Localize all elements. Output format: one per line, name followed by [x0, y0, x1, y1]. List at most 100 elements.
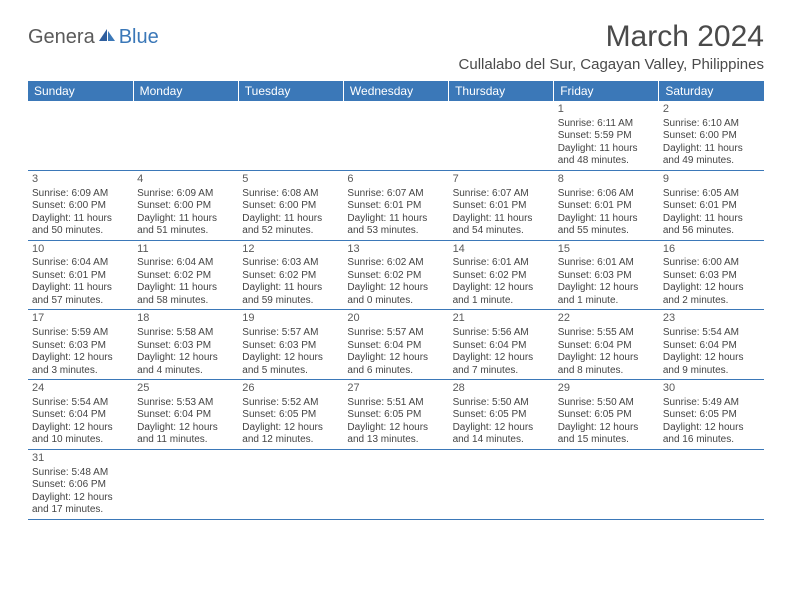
col-monday: Monday: [133, 81, 238, 101]
calendar-table: Sunday Monday Tuesday Wednesday Thursday…: [28, 81, 764, 520]
daylight-text: Daylight: 12 hours and 14 minutes.: [453, 422, 550, 447]
calendar-cell: 12Sunrise: 6:03 AMSunset: 6:02 PMDayligh…: [238, 240, 343, 310]
col-wednesday: Wednesday: [343, 81, 448, 101]
month-title: March 2024: [459, 20, 764, 54]
daylight-text: Daylight: 11 hours and 48 minutes.: [558, 143, 655, 168]
calendar-row: 3Sunrise: 6:09 AMSunset: 6:00 PMDaylight…: [28, 170, 764, 240]
daylight-text: Daylight: 11 hours and 55 minutes.: [558, 213, 655, 238]
calendar-row: 17Sunrise: 5:59 AMSunset: 6:03 PMDayligh…: [28, 310, 764, 380]
sunset-text: Sunset: 6:05 PM: [242, 409, 339, 422]
calendar-cell: [659, 449, 764, 519]
calendar-cell: 28Sunrise: 5:50 AMSunset: 6:05 PMDayligh…: [449, 380, 554, 450]
day-number: 13: [347, 243, 444, 257]
sunrise-text: Sunrise: 6:04 AM: [137, 257, 234, 270]
header: Genera Blue March 2024 Cullalabo del Sur…: [28, 20, 764, 73]
day-number: 23: [663, 312, 760, 326]
day-number: 1: [558, 103, 655, 117]
sunset-text: Sunset: 6:00 PM: [242, 200, 339, 213]
day-number: 28: [453, 382, 550, 396]
day-number: 30: [663, 382, 760, 396]
sunset-text: Sunset: 6:01 PM: [347, 200, 444, 213]
daylight-text: Daylight: 12 hours and 1 minute.: [453, 282, 550, 307]
sunset-text: Sunset: 6:04 PM: [453, 340, 550, 353]
daylight-text: Daylight: 12 hours and 15 minutes.: [558, 422, 655, 447]
sunrise-text: Sunrise: 5:53 AM: [137, 397, 234, 410]
day-number: 2: [663, 103, 760, 117]
sunrise-text: Sunrise: 5:54 AM: [663, 327, 760, 340]
logo: Genera Blue: [28, 26, 159, 49]
sunset-text: Sunset: 6:00 PM: [32, 200, 129, 213]
daylight-text: Daylight: 12 hours and 0 minutes.: [347, 282, 444, 307]
sunset-text: Sunset: 6:00 PM: [663, 130, 760, 143]
day-number: 5: [242, 173, 339, 187]
calendar-cell: [449, 449, 554, 519]
sunrise-text: Sunrise: 5:50 AM: [558, 397, 655, 410]
sunrise-text: Sunrise: 5:51 AM: [347, 397, 444, 410]
calendar-cell: 16Sunrise: 6:00 AMSunset: 6:03 PMDayligh…: [659, 240, 764, 310]
day-number: 8: [558, 173, 655, 187]
sunset-text: Sunset: 6:05 PM: [453, 409, 550, 422]
sunrise-text: Sunrise: 6:00 AM: [663, 257, 760, 270]
day-number: 21: [453, 312, 550, 326]
calendar-cell: [449, 101, 554, 170]
calendar-row: 1Sunrise: 6:11 AMSunset: 5:59 PMDaylight…: [28, 101, 764, 170]
sunrise-text: Sunrise: 6:02 AM: [347, 257, 444, 270]
daylight-text: Daylight: 12 hours and 7 minutes.: [453, 352, 550, 377]
calendar-cell: 21Sunrise: 5:56 AMSunset: 6:04 PMDayligh…: [449, 310, 554, 380]
calendar-cell: [343, 101, 448, 170]
sunset-text: Sunset: 6:03 PM: [32, 340, 129, 353]
daylight-text: Daylight: 11 hours and 51 minutes.: [137, 213, 234, 238]
day-number: 24: [32, 382, 129, 396]
sunset-text: Sunset: 6:01 PM: [558, 200, 655, 213]
calendar-cell: 1Sunrise: 6:11 AMSunset: 5:59 PMDaylight…: [554, 101, 659, 170]
day-number: 4: [137, 173, 234, 187]
day-number: 19: [242, 312, 339, 326]
sunset-text: Sunset: 6:02 PM: [137, 270, 234, 283]
calendar-cell: [133, 449, 238, 519]
day-number: 26: [242, 382, 339, 396]
sunrise-text: Sunrise: 5:48 AM: [32, 467, 129, 480]
sunset-text: Sunset: 6:02 PM: [347, 270, 444, 283]
sunrise-text: Sunrise: 5:59 AM: [32, 327, 129, 340]
calendar-cell: 19Sunrise: 5:57 AMSunset: 6:03 PMDayligh…: [238, 310, 343, 380]
sunset-text: Sunset: 6:05 PM: [663, 409, 760, 422]
sunset-text: Sunset: 6:06 PM: [32, 479, 129, 492]
calendar-cell: 3Sunrise: 6:09 AMSunset: 6:00 PMDaylight…: [28, 170, 133, 240]
calendar-cell: 24Sunrise: 5:54 AMSunset: 6:04 PMDayligh…: [28, 380, 133, 450]
col-thursday: Thursday: [449, 81, 554, 101]
sunset-text: Sunset: 6:01 PM: [663, 200, 760, 213]
calendar-cell: 6Sunrise: 6:07 AMSunset: 6:01 PMDaylight…: [343, 170, 448, 240]
sunset-text: Sunset: 6:04 PM: [663, 340, 760, 353]
day-number: 7: [453, 173, 550, 187]
calendar-cell: 25Sunrise: 5:53 AMSunset: 6:04 PMDayligh…: [133, 380, 238, 450]
calendar-cell: 17Sunrise: 5:59 AMSunset: 6:03 PMDayligh…: [28, 310, 133, 380]
calendar-cell: 20Sunrise: 5:57 AMSunset: 6:04 PMDayligh…: [343, 310, 448, 380]
calendar-cell: 7Sunrise: 6:07 AMSunset: 6:01 PMDaylight…: [449, 170, 554, 240]
daylight-text: Daylight: 12 hours and 4 minutes.: [137, 352, 234, 377]
daylight-text: Daylight: 12 hours and 16 minutes.: [663, 422, 760, 447]
sunrise-text: Sunrise: 6:08 AM: [242, 188, 339, 201]
sunrise-text: Sunrise: 6:01 AM: [558, 257, 655, 270]
daylight-text: Daylight: 11 hours and 49 minutes.: [663, 143, 760, 168]
calendar-row: 24Sunrise: 5:54 AMSunset: 6:04 PMDayligh…: [28, 380, 764, 450]
calendar-cell: 2Sunrise: 6:10 AMSunset: 6:00 PMDaylight…: [659, 101, 764, 170]
day-number: 16: [663, 243, 760, 257]
calendar-cell: 9Sunrise: 6:05 AMSunset: 6:01 PMDaylight…: [659, 170, 764, 240]
sunrise-text: Sunrise: 6:11 AM: [558, 118, 655, 131]
sunset-text: Sunset: 6:02 PM: [453, 270, 550, 283]
calendar-cell: 27Sunrise: 5:51 AMSunset: 6:05 PMDayligh…: [343, 380, 448, 450]
day-number: 11: [137, 243, 234, 257]
daylight-text: Daylight: 12 hours and 6 minutes.: [347, 352, 444, 377]
daylight-text: Daylight: 12 hours and 10 minutes.: [32, 422, 129, 447]
daylight-text: Daylight: 12 hours and 3 minutes.: [32, 352, 129, 377]
day-number: 27: [347, 382, 444, 396]
logo-part2: Blue: [119, 26, 159, 49]
sunset-text: Sunset: 6:04 PM: [137, 409, 234, 422]
sunrise-text: Sunrise: 5:55 AM: [558, 327, 655, 340]
sunrise-text: Sunrise: 5:57 AM: [347, 327, 444, 340]
calendar-cell: [238, 101, 343, 170]
col-saturday: Saturday: [659, 81, 764, 101]
day-number: 31: [32, 452, 129, 466]
col-sunday: Sunday: [28, 81, 133, 101]
calendar-cell: [133, 101, 238, 170]
